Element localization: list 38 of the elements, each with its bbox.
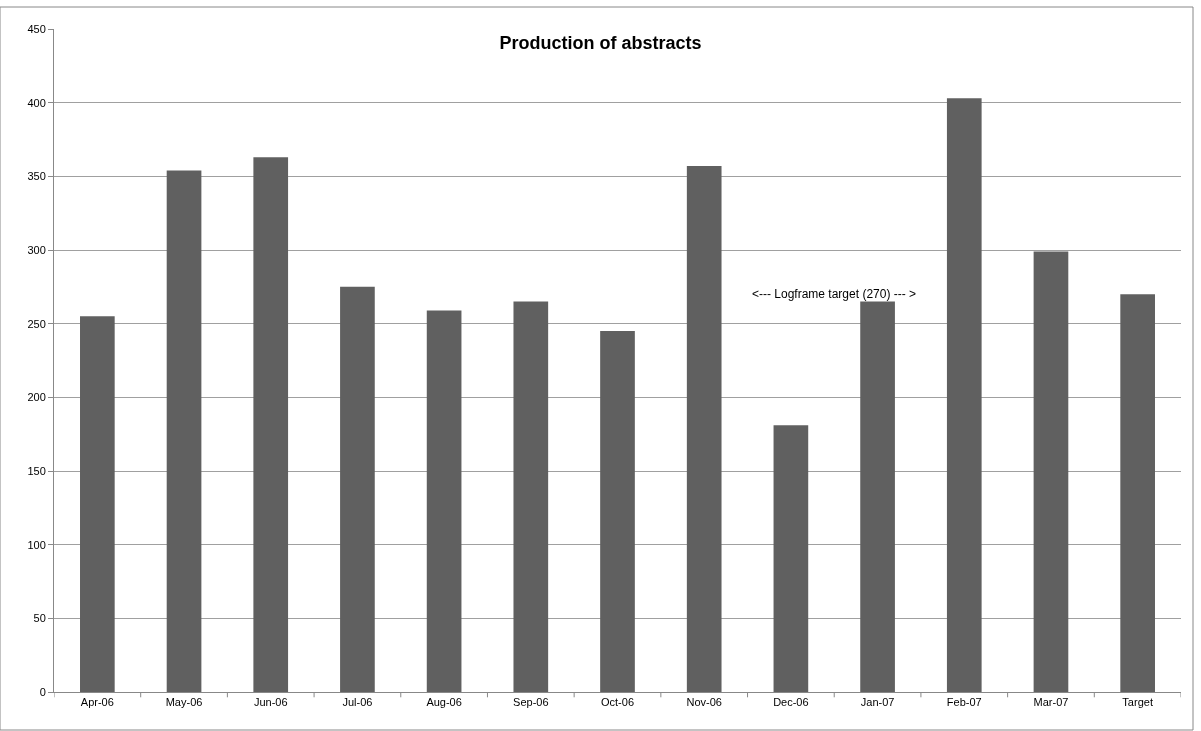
y-tick-label: 200 [27, 391, 46, 404]
y-tick-label: 250 [27, 317, 46, 330]
y-tick-label: 350 [27, 170, 46, 183]
x-tick-label: Jan-07 [860, 696, 895, 709]
bar [253, 157, 289, 692]
x-tick-label: Oct-06 [600, 696, 635, 709]
bar [860, 301, 895, 692]
chart-title: Production of abstracts [499, 32, 702, 53]
bar [946, 98, 982, 692]
x-tick-label: Aug-06 [426, 696, 462, 709]
y-tick-label: 300 [27, 243, 46, 256]
y-tick-label: 50 [33, 612, 46, 625]
bar [80, 316, 115, 692]
x-tick-label: Jul-06 [342, 696, 373, 709]
x-tick-label: May-06 [165, 696, 203, 709]
bar [340, 286, 375, 692]
bar [166, 170, 202, 692]
x-tick-label: Feb-07 [946, 696, 982, 709]
x-tick-label: Jun-06 [253, 696, 288, 709]
x-tick-label: Sep-06 [513, 696, 549, 709]
bar [513, 301, 549, 692]
x-tick-label: Nov-06 [686, 696, 722, 709]
bar [773, 425, 809, 692]
y-tick-label: 0 [39, 685, 46, 698]
x-tick-label: Mar-07 [1033, 696, 1069, 709]
bar [600, 331, 635, 692]
x-tick-label: Target [1122, 696, 1153, 709]
y-tick-label: 100 [27, 538, 46, 551]
y-tick-label: 150 [27, 464, 46, 477]
x-tick-label: Apr-06 [80, 696, 114, 709]
bar [1033, 251, 1069, 692]
bar [426, 310, 462, 692]
y-tick-label: 450 [27, 22, 46, 35]
x-tick-label: Dec-06 [773, 696, 809, 709]
y-tick-label: 400 [27, 96, 46, 109]
annotation: <--- Logframe target (270) --- > [752, 287, 917, 301]
bar [1120, 294, 1155, 692]
bar [686, 166, 722, 692]
